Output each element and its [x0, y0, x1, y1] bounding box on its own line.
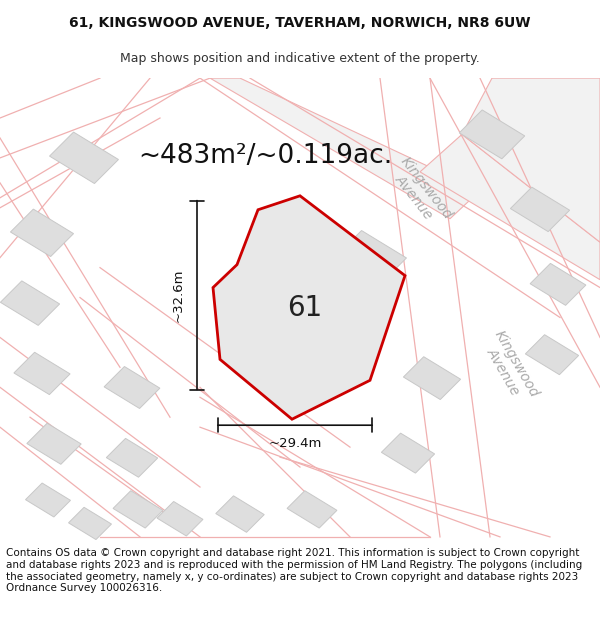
Text: ~29.4m: ~29.4m: [268, 436, 322, 449]
Polygon shape: [157, 501, 203, 536]
Polygon shape: [526, 335, 578, 374]
Polygon shape: [68, 508, 112, 539]
Text: Map shows position and indicative extent of the property.: Map shows position and indicative extent…: [120, 52, 480, 65]
Polygon shape: [10, 209, 74, 256]
Polygon shape: [462, 78, 600, 242]
Polygon shape: [382, 433, 434, 473]
Polygon shape: [459, 110, 525, 159]
Polygon shape: [1, 281, 59, 326]
Polygon shape: [27, 423, 81, 464]
Polygon shape: [287, 491, 337, 528]
Polygon shape: [511, 187, 569, 232]
Polygon shape: [106, 438, 158, 478]
Polygon shape: [26, 483, 70, 517]
Polygon shape: [403, 357, 461, 399]
Text: 61: 61: [287, 294, 323, 322]
Polygon shape: [14, 352, 70, 394]
Polygon shape: [338, 231, 406, 282]
Polygon shape: [530, 263, 586, 306]
Polygon shape: [104, 366, 160, 409]
Polygon shape: [213, 196, 405, 419]
Text: Kingswood
Avenue: Kingswood Avenue: [479, 328, 541, 407]
Text: Kingswood
Avenue: Kingswood Avenue: [385, 154, 455, 231]
Text: ~483m²/~0.119ac.: ~483m²/~0.119ac.: [138, 143, 392, 169]
Polygon shape: [210, 78, 480, 219]
Text: ~32.6m: ~32.6m: [172, 268, 184, 322]
Text: 61, KINGSWOOD AVENUE, TAVERHAM, NORWICH, NR8 6UW: 61, KINGSWOOD AVENUE, TAVERHAM, NORWICH,…: [69, 16, 531, 31]
Polygon shape: [113, 491, 163, 528]
Polygon shape: [50, 132, 118, 184]
Polygon shape: [317, 327, 379, 373]
Polygon shape: [420, 134, 600, 280]
Text: Contains OS data © Crown copyright and database right 2021. This information is : Contains OS data © Crown copyright and d…: [6, 549, 582, 593]
Polygon shape: [216, 496, 264, 532]
